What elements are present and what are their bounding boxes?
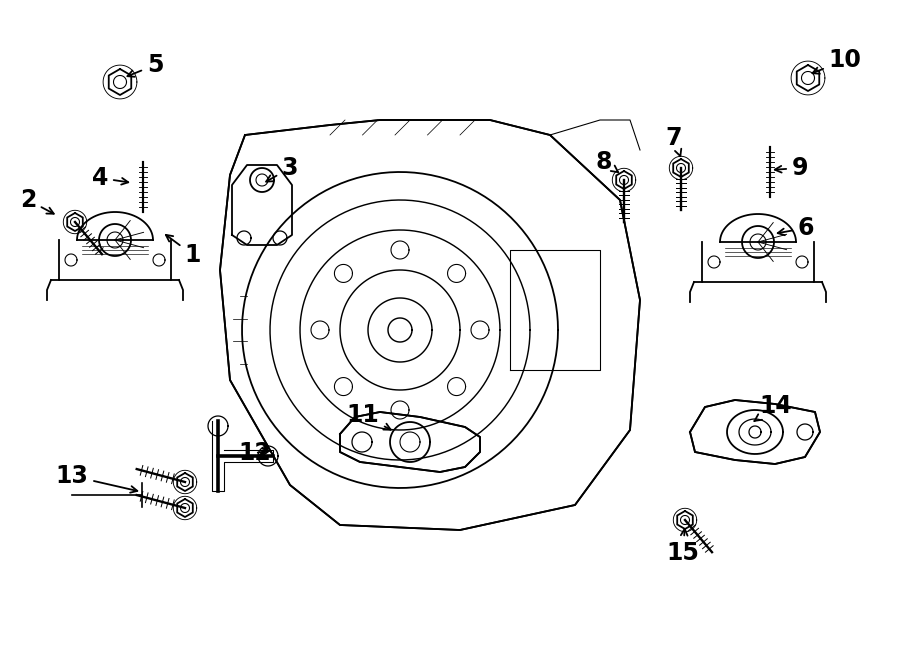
Text: 3: 3 <box>266 156 298 182</box>
Text: 9: 9 <box>775 156 808 180</box>
Text: 5: 5 <box>128 53 163 77</box>
Polygon shape <box>340 412 480 472</box>
Text: 14: 14 <box>754 394 792 421</box>
Text: 2: 2 <box>20 188 54 214</box>
Text: 11: 11 <box>346 403 391 430</box>
Text: 8: 8 <box>596 150 618 174</box>
Polygon shape <box>220 120 640 530</box>
Text: 4: 4 <box>92 166 129 190</box>
Text: 10: 10 <box>813 48 861 74</box>
Text: 7: 7 <box>666 126 682 156</box>
Polygon shape <box>690 400 820 464</box>
Text: 12: 12 <box>238 441 272 465</box>
Text: 13: 13 <box>56 464 138 492</box>
Text: 15: 15 <box>667 529 699 565</box>
Text: 1: 1 <box>166 235 202 267</box>
Text: 6: 6 <box>778 216 814 240</box>
